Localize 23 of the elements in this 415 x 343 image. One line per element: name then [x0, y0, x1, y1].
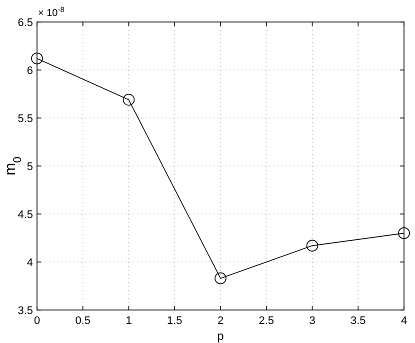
x-tick-label: 0 [34, 315, 40, 327]
x-tick-label: 0.5 [75, 315, 91, 327]
point [214, 272, 226, 284]
point [306, 240, 318, 252]
y-tick-label: 5 [26, 161, 33, 173]
y-tick-label: 3.5 [18, 305, 33, 317]
point [31, 52, 43, 64]
point [398, 227, 410, 240]
y-tick-label: 4.5 [18, 209, 33, 221]
y-tick-label: 4 [26, 257, 33, 269]
y-tick-label: 6.5 [18, 17, 33, 29]
x-tick-label: 1.5 [166, 315, 182, 327]
x-axis-title: p [217, 329, 224, 343]
text: × 10$^{-8}$ [38, 4, 64, 19]
x-tick-label: 3 [309, 315, 316, 327]
y-tick-label: 6 [26, 65, 33, 77]
x-tick-label: 3.5 [350, 315, 366, 327]
x-tick-label: 1 [126, 315, 132, 327]
point [122, 94, 135, 106]
x-tick-label: 2 [217, 315, 224, 327]
y-tick-label: 5.5 [18, 113, 33, 125]
x-tick-label: 2.5 [258, 315, 274, 327]
x-tick-label: 4 [400, 315, 408, 327]
